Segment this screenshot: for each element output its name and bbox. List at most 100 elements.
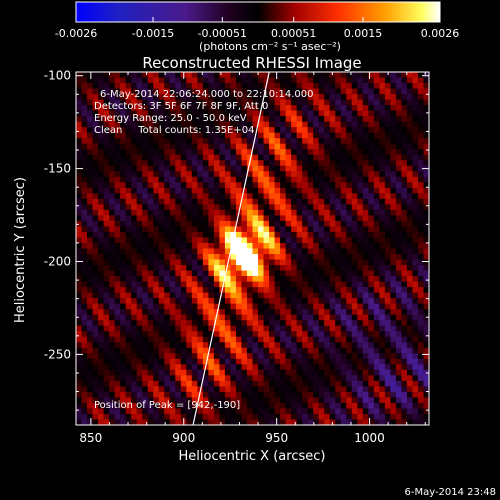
heatmap-pixel (401, 143, 408, 150)
heatmap-pixel (224, 215, 232, 222)
heatmap-pixel (202, 209, 209, 217)
heatmap-pixel (114, 204, 121, 211)
heatmap-pixel (114, 358, 121, 365)
heatmap-pixel (175, 248, 182, 255)
heatmap-pixel (274, 143, 281, 150)
heatmap-pixel (98, 259, 105, 266)
heatmap-pixel (329, 331, 336, 338)
heatmap-pixel (76, 342, 83, 349)
heatmap-pixel (417, 72, 425, 79)
heatmap-pixel (114, 220, 121, 228)
heatmap-pixel (197, 116, 204, 123)
heatmap-pixel (81, 204, 88, 211)
heatmap-pixel (241, 336, 248, 343)
heatmap-pixel (324, 331, 331, 338)
heatmap-pixel (357, 88, 364, 95)
heatmap-pixel (125, 138, 132, 145)
heatmap-pixel (302, 408, 309, 415)
heatmap-pixel (395, 165, 403, 172)
heatmap-pixel (406, 342, 414, 349)
heatmap-pixel (252, 336, 259, 343)
heatmap-pixel (131, 419, 138, 425)
heatmap-pixel (241, 287, 248, 294)
heatmap-pixel (324, 237, 331, 244)
heatmap-pixel (92, 303, 99, 310)
heatmap-pixel (76, 72, 83, 79)
heatmap-pixel (346, 193, 353, 200)
heatmap-pixel (219, 419, 226, 425)
heatmap-pixel (318, 254, 325, 261)
heatmap-pixel (219, 309, 226, 316)
heatmap-pixel (98, 72, 105, 79)
heatmap-pixel (324, 386, 331, 393)
heatmap-pixel (401, 259, 408, 266)
heatmap-pixel (92, 209, 99, 217)
heatmap-pixel (368, 331, 375, 338)
heatmap-pixel (269, 254, 276, 261)
heatmap-pixel (258, 375, 265, 382)
heatmap-pixel (164, 187, 171, 194)
heatmap-pixel (241, 99, 248, 106)
heatmap-pixel (164, 386, 171, 393)
heatmap-pixel (401, 110, 408, 117)
heatmap-pixel (302, 419, 309, 425)
heatmap-pixel (213, 336, 221, 343)
heatmap-pixel (285, 320, 292, 327)
heatmap-pixel (186, 331, 193, 338)
heatmap-pixel (125, 110, 132, 117)
heatmap-pixel (357, 110, 364, 117)
heatmap-pixel (235, 364, 243, 371)
heatmap-pixel (423, 347, 429, 354)
heatmap-pixel (142, 231, 149, 239)
heatmap-pixel (395, 231, 403, 239)
heatmap-pixel (302, 265, 309, 272)
heatmap-pixel (362, 314, 369, 321)
heatmap-pixel (368, 408, 375, 415)
heatmap-pixel (175, 132, 182, 139)
heatmap-pixel (109, 402, 116, 410)
heatmap-pixel (423, 116, 429, 123)
heatmap-pixel (81, 215, 88, 222)
heatmap-pixel (329, 408, 336, 415)
heatmap-pixel (87, 193, 94, 200)
heatmap-pixel (335, 391, 342, 399)
heatmap-pixel (395, 193, 403, 200)
heatmap-pixel (346, 369, 353, 376)
heatmap-pixel (285, 143, 292, 150)
heatmap-pixel (357, 171, 364, 178)
heatmap-pixel (142, 242, 149, 250)
heatmap-pixel (125, 397, 132, 404)
heatmap-pixel (125, 391, 132, 399)
heatmap-pixel (191, 138, 198, 145)
heatmap-pixel (285, 391, 292, 399)
heatmap-pixel (164, 77, 171, 84)
heatmap-pixel (302, 209, 309, 217)
heatmap-pixel (213, 292, 221, 299)
heatmap-pixel (263, 220, 270, 228)
heatmap-pixel (302, 72, 309, 79)
heatmap-pixel (406, 314, 414, 321)
heatmap-pixel (197, 121, 204, 128)
heatmap-pixel (76, 138, 83, 145)
heatmap-pixel (208, 72, 215, 79)
heatmap-pixel (258, 391, 265, 399)
heatmap-pixel (235, 77, 243, 84)
heatmap-pixel (197, 132, 204, 139)
heatmap-pixel (417, 397, 425, 404)
heatmap-pixel (246, 342, 254, 349)
heatmap-pixel (291, 176, 298, 183)
heatmap-pixel (324, 265, 331, 272)
heatmap-pixel (302, 386, 309, 393)
heatmap-pixel (186, 391, 193, 399)
heatmap-pixel (379, 165, 386, 172)
heatmap-pixel (362, 259, 369, 266)
heatmap-pixel (175, 413, 182, 421)
heatmap-pixel (136, 237, 143, 244)
heatmap-pixel (98, 116, 105, 123)
heatmap-pixel (109, 397, 116, 404)
heatmap-pixel (329, 375, 336, 382)
heatmap-pixel (296, 160, 303, 167)
heatmap-pixel (81, 380, 88, 387)
heatmap-pixel (258, 364, 265, 371)
heatmap-pixel (368, 342, 375, 349)
